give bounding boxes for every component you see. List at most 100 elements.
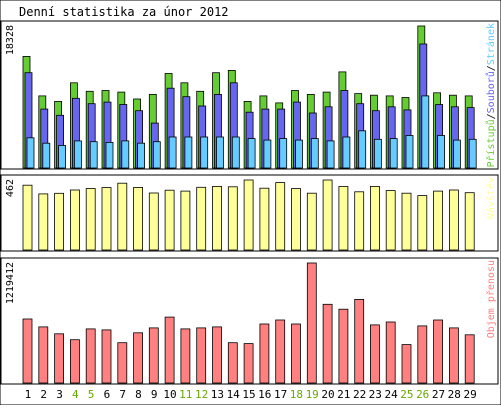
kbytes-bar-Objem přenosu-17 bbox=[275, 319, 286, 384]
kbytes-bar-Objem přenosu-21 bbox=[338, 308, 349, 384]
kbytes-bar-Objem přenosu-19 bbox=[306, 262, 317, 384]
access-bar-Stránek-21 bbox=[342, 136, 351, 169]
access-bar-Stránek-19 bbox=[310, 138, 319, 169]
access-bar-Stránek-26 bbox=[421, 95, 430, 169]
day-label-5: 5 bbox=[88, 388, 95, 401]
access-bar-Stránek-10 bbox=[168, 136, 177, 169]
day-label-6: 6 bbox=[104, 388, 111, 401]
visitors-bar-Návštěv-5 bbox=[85, 188, 96, 251]
visitors-bar-Návštěv-21 bbox=[338, 186, 349, 251]
access-bar-Stránek-3 bbox=[58, 145, 66, 169]
access-bar-Stránek-5 bbox=[89, 141, 98, 169]
kbytes-bar-Objem přenosu-7 bbox=[117, 342, 128, 384]
kbytes-bar-Objem přenosu-12 bbox=[196, 327, 207, 384]
kbytes-bar-Objem přenosu-15 bbox=[243, 343, 254, 384]
kbytes-legend: Objem přenosu bbox=[485, 260, 497, 338]
access-bar-Stránek-29 bbox=[468, 138, 477, 169]
day-label-19: 19 bbox=[306, 388, 319, 401]
access-bar-Stránek-2 bbox=[42, 142, 51, 169]
day-label-16: 16 bbox=[258, 388, 271, 401]
access-panel-border bbox=[0, 20, 499, 170]
visitors-bar-Návštěv-7 bbox=[117, 182, 128, 251]
visitors-ymax-label: 462 bbox=[5, 179, 16, 197]
day-label-12: 12 bbox=[195, 388, 208, 401]
kbytes-bar-Objem přenosu-8 bbox=[133, 332, 144, 384]
day-label-29: 29 bbox=[463, 388, 476, 401]
legend-item: Souborů bbox=[485, 71, 497, 113]
visitors-bar-Návštěv-16 bbox=[259, 187, 270, 251]
day-label-22: 22 bbox=[353, 388, 366, 401]
day-label-24: 24 bbox=[384, 388, 398, 401]
access-bar-Stránek-1 bbox=[26, 137, 35, 169]
kbytes-bar-Objem přenosu-25 bbox=[401, 344, 412, 384]
day-label-10: 10 bbox=[163, 388, 176, 401]
access-bar-Stránek-25 bbox=[405, 135, 414, 169]
kbytes-bar-Objem přenosu-20 bbox=[322, 303, 333, 384]
kbytes-bar-Objem přenosu-23 bbox=[369, 324, 380, 384]
access-bar-Stránek-11 bbox=[184, 136, 193, 169]
day-label-3: 3 bbox=[56, 388, 63, 401]
legend-item: Přístupů bbox=[485, 119, 497, 167]
visitors-bar-Návštěv-25 bbox=[401, 192, 412, 251]
access-bar-Stránek-27 bbox=[437, 135, 446, 169]
day-label-26: 26 bbox=[416, 388, 429, 401]
visitors-bar-Návštěv-1 bbox=[22, 184, 33, 251]
day-label-21: 21 bbox=[337, 388, 350, 401]
visitors-panel-border bbox=[0, 174, 499, 252]
kbytes-bar-Objem přenosu-10 bbox=[164, 316, 175, 384]
visitors-bar-Návštěv-6 bbox=[101, 187, 112, 251]
kbytes-bar-Objem přenosu-16 bbox=[259, 323, 270, 384]
kbytes-bar-Objem přenosu-3 bbox=[54, 333, 64, 384]
day-label-27: 27 bbox=[432, 388, 445, 401]
day-label-15: 15 bbox=[242, 388, 255, 401]
kbytes-bar-Objem přenosu-18 bbox=[291, 323, 301, 384]
access-bar-Stránek-15 bbox=[247, 138, 256, 169]
visitors-bar-Návštěv-14 bbox=[227, 186, 238, 251]
visitors-bar-Návštěv-18 bbox=[291, 188, 301, 251]
kbytes-bar-Objem přenosu-4 bbox=[70, 339, 80, 384]
day-label-18: 18 bbox=[290, 388, 303, 401]
kbytes-ymax-label: 1219412 bbox=[5, 262, 16, 304]
visitors-bar-Návštěv-2 bbox=[38, 193, 49, 251]
legend-item: Objem přenosu bbox=[485, 260, 497, 338]
access-bar-Stránek-28 bbox=[452, 139, 461, 169]
day-label-1: 1 bbox=[25, 388, 32, 401]
visitors-bar-Návštěv-17 bbox=[275, 182, 286, 251]
access-bar-Stránek-4 bbox=[74, 140, 82, 169]
access-bar-Stránek-12 bbox=[200, 136, 209, 169]
kbytes-panel-border bbox=[0, 257, 499, 385]
day-label-28: 28 bbox=[448, 388, 461, 401]
access-bar-Stránek-16 bbox=[263, 139, 272, 169]
day-label-25: 25 bbox=[400, 388, 413, 401]
kbytes-bar-Objem přenosu-9 bbox=[148, 327, 159, 384]
day-label-8: 8 bbox=[135, 388, 142, 401]
visitors-bar-Návštěv-9 bbox=[148, 192, 159, 251]
access-bar-Stránek-20 bbox=[326, 140, 335, 169]
access-bar-Stránek-6 bbox=[105, 141, 114, 169]
day-label-2: 2 bbox=[40, 388, 47, 401]
access-bar-Stránek-13 bbox=[216, 136, 224, 169]
access-bar-Stránek-14 bbox=[231, 136, 240, 169]
day-label-23: 23 bbox=[369, 388, 382, 401]
kbytes-bar-Objem přenosu-28 bbox=[448, 327, 459, 384]
day-label-4: 4 bbox=[72, 388, 79, 401]
visitors-bar-Návštěv-10 bbox=[164, 189, 175, 251]
access-bar-Stránek-24 bbox=[389, 138, 398, 169]
kbytes-bar-Objem přenosu-14 bbox=[227, 342, 238, 384]
access-bar-Stránek-9 bbox=[152, 141, 161, 169]
day-label-7: 7 bbox=[119, 388, 126, 401]
chart-title: Denní statistika za únor 2012 bbox=[19, 5, 229, 19]
visitors-bar-Návštěv-28 bbox=[448, 189, 459, 251]
legend-separator: / bbox=[486, 65, 497, 71]
visitors-bar-Návštěv-23 bbox=[369, 185, 380, 251]
visitors-bar-Návštěv-11 bbox=[180, 190, 191, 251]
kbytes-bar-Objem přenosu-1 bbox=[22, 318, 33, 384]
visitors-bar-Návštěv-3 bbox=[54, 192, 64, 251]
day-label-11: 11 bbox=[179, 388, 192, 401]
visitors-bar-Návštěv-13 bbox=[212, 185, 222, 251]
kbytes-bar-Objem přenosu-29 bbox=[464, 334, 475, 384]
access-bar-Stránek-7 bbox=[121, 140, 130, 169]
visitors-bar-Návštěv-4 bbox=[70, 189, 80, 251]
visitors-bar-Návštěv-29 bbox=[464, 192, 475, 251]
visitors-bar-Návštěv-8 bbox=[133, 186, 144, 251]
